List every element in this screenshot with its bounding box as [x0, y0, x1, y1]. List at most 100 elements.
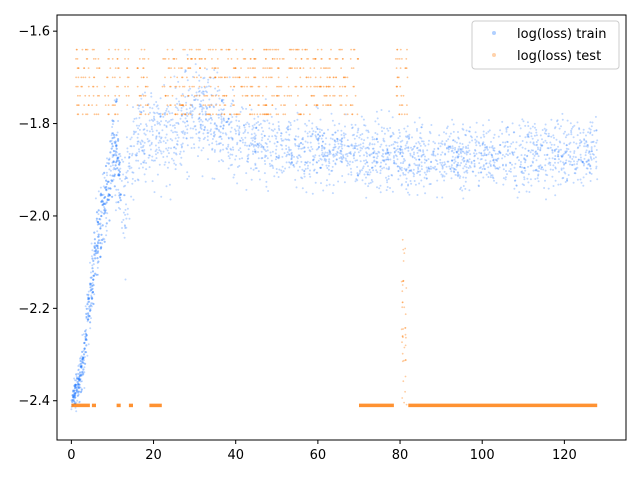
- train-point: [97, 260, 100, 263]
- train-point: [205, 85, 208, 88]
- train-point: [516, 196, 519, 199]
- train-point: [371, 161, 374, 164]
- train-point: [483, 154, 486, 157]
- train-point: [255, 127, 258, 130]
- test-point: [86, 113, 89, 116]
- train-point: [73, 387, 77, 390]
- train-point: [87, 314, 90, 317]
- train-point: [123, 194, 126, 197]
- train-point: [367, 185, 370, 188]
- train-point: [186, 111, 188, 114]
- test-point: [77, 76, 80, 79]
- train-point: [352, 147, 355, 150]
- train-point: [321, 147, 324, 150]
- test-point: [241, 94, 244, 97]
- test-point: [208, 76, 211, 79]
- train-point: [569, 155, 572, 158]
- train-point: [396, 145, 399, 148]
- train-point: [79, 359, 82, 363]
- train-point: [400, 166, 403, 169]
- train-point: [372, 156, 375, 159]
- train-point: [440, 163, 443, 166]
- test-point: [259, 113, 262, 116]
- test-point: [265, 58, 267, 60]
- test-point: [234, 76, 237, 79]
- train-point: [124, 213, 127, 216]
- train-point: [452, 147, 454, 150]
- train-point: [430, 160, 433, 163]
- train-point: [164, 161, 167, 164]
- train-point: [337, 180, 340, 183]
- train-point: [189, 127, 192, 130]
- legend-test-label: log(loss) test: [517, 49, 601, 64]
- train-point: [379, 172, 382, 175]
- train-point: [313, 156, 316, 159]
- test-point: [190, 48, 193, 51]
- test-point: [166, 113, 169, 116]
- train-point: [401, 148, 404, 151]
- train-point: [447, 148, 450, 151]
- test-point: [77, 67, 80, 69]
- train-point: [92, 263, 95, 266]
- train-point: [251, 143, 254, 145]
- test-point: [307, 76, 310, 79]
- train-point: [351, 126, 354, 129]
- train-point: [207, 131, 210, 134]
- train-point: [343, 144, 346, 147]
- train-point: [407, 184, 409, 187]
- test-point: [108, 113, 110, 116]
- train-point: [136, 136, 139, 139]
- train-point: [502, 168, 505, 171]
- test-point: [147, 113, 150, 116]
- train-point: [550, 118, 553, 121]
- train-point: [394, 154, 397, 157]
- train-point: [126, 147, 129, 150]
- test-point: [404, 327, 407, 329]
- train-point: [368, 147, 370, 150]
- train-point: [416, 172, 419, 175]
- train-point: [437, 148, 440, 150]
- train-point: [296, 144, 299, 147]
- train-point: [289, 148, 292, 151]
- train-point: [106, 212, 109, 215]
- train-point: [316, 127, 319, 130]
- train-point: [578, 142, 581, 145]
- train-point: [220, 125, 222, 128]
- train-point: [268, 140, 271, 143]
- train-point: [208, 85, 210, 88]
- train-point: [477, 171, 480, 174]
- train-point: [177, 109, 180, 112]
- test-point: [235, 113, 238, 116]
- test-point: [146, 104, 149, 106]
- train-point: [166, 121, 169, 124]
- train-point: [115, 134, 118, 137]
- train-point: [124, 278, 127, 281]
- train-point: [536, 146, 539, 149]
- train-point: [119, 193, 122, 196]
- train-point: [494, 165, 496, 168]
- train-point: [254, 134, 257, 137]
- train-point: [487, 119, 490, 122]
- train-point: [89, 307, 92, 310]
- test-point: [322, 104, 324, 106]
- train-point: [354, 159, 357, 162]
- train-point: [109, 182, 112, 185]
- train-point: [339, 149, 342, 152]
- train-point: [398, 129, 400, 131]
- train-point: [262, 146, 265, 149]
- train-point: [486, 147, 489, 150]
- train-point: [411, 148, 413, 151]
- test-point: [401, 360, 404, 363]
- train-point: [344, 153, 347, 156]
- train-point: [83, 366, 86, 369]
- test-point: [76, 67, 79, 69]
- train-point: [116, 157, 119, 160]
- train-point: [74, 379, 76, 382]
- train-point: [413, 153, 415, 156]
- train-point: [93, 250, 96, 253]
- train-point: [399, 153, 402, 156]
- train-point: [158, 149, 161, 152]
- train-point: [105, 171, 108, 174]
- train-point: [308, 149, 311, 152]
- test-point: [144, 113, 147, 116]
